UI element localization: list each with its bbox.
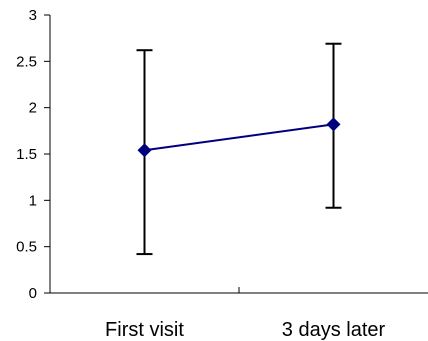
error-bars [136,42,342,256]
x-category-label: First visit [105,319,184,341]
series-line [144,123,334,152]
y-tick-label: 0.5 [16,239,37,256]
y-tick-label: 2 [29,100,37,117]
x-category-label: 3 days later [282,319,386,341]
data-point-diamond [137,143,152,158]
y-tick-label: 0 [29,285,37,302]
x-axis-category-labels: First visit 3 days later [105,319,385,341]
series-lines [144,123,334,152]
y-tick-label: 3 [29,7,37,24]
y-axis-ticks: 0 0.5 1 1.5 2 2.5 3 [16,7,50,302]
data-point-diamond [326,117,341,132]
data-points [137,117,341,158]
y-tick-label: 2.5 [16,53,37,70]
y-tick-label: 1 [29,192,37,209]
chart-axes [49,15,428,294]
y-tick-label: 1.5 [16,146,37,163]
